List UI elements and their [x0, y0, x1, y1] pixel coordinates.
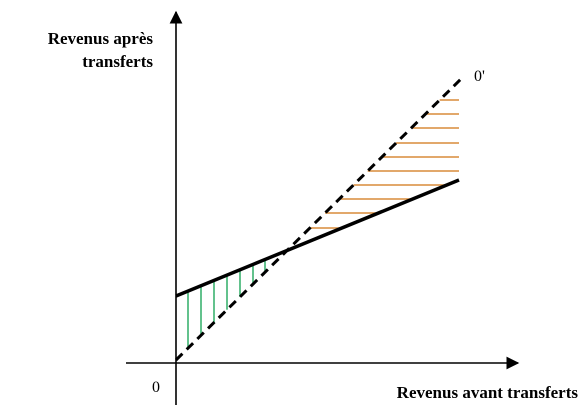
- y-axis-label-line1: Revenus après: [48, 29, 154, 48]
- gain-hatch-area: [187, 259, 266, 349]
- diagonal-end-label: 0': [474, 68, 485, 85]
- y-axis-label-line2: transferts: [82, 52, 153, 71]
- origin-label: 0: [152, 379, 160, 396]
- x-axis-label: Revenus avant transferts: [397, 383, 579, 402]
- loss-hatch-area: [309, 99, 459, 229]
- post-transfer-line: [175, 178, 460, 298]
- diagonal-dashed-line: [174, 76, 464, 362]
